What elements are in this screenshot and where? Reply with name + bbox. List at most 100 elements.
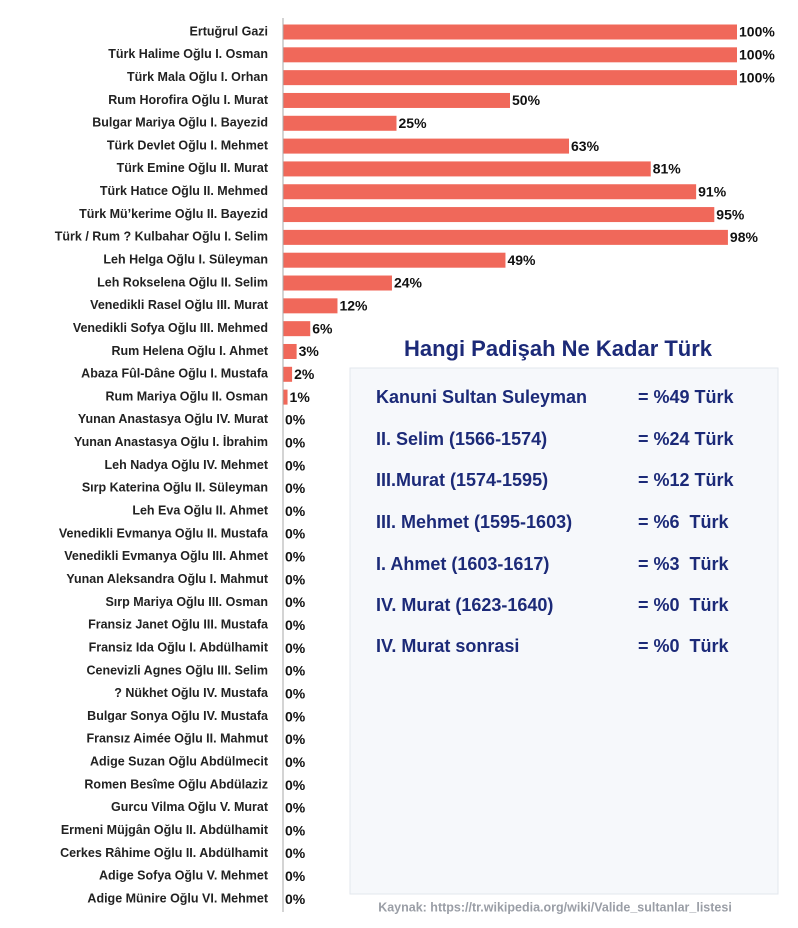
inset-row-value: = %49 Türk	[638, 387, 735, 407]
value-label: 0%	[285, 663, 306, 679]
category-label: Ertuğrul Gazi	[190, 24, 268, 38]
inset-row-value: = %0 Türk	[638, 636, 730, 656]
category-label: Fransiz Ida Oğlu I. Abdülhamit	[89, 640, 269, 654]
category-label: Türk Halime Oğlu I. Osman	[108, 47, 268, 61]
category-label: Rum Mariya Oğlu II. Osman	[105, 389, 268, 403]
value-label: 81%	[653, 161, 682, 177]
value-label: 25%	[399, 115, 428, 131]
category-label: Yunan Anastasya Oğlu I. İbrahim	[74, 434, 268, 449]
category-label: Cenevizli Agnes Oğlu III. Selim	[86, 663, 268, 677]
category-label: Türk Mala Oğlu I. Orhan	[127, 70, 268, 84]
bar	[283, 138, 570, 154]
value-label: 24%	[394, 275, 423, 291]
value-label: 100%	[739, 47, 775, 63]
inset-row-value: = %24 Türk	[638, 429, 735, 449]
inset-box	[349, 367, 779, 895]
value-label: 100%	[739, 24, 775, 40]
category-label: Ermeni Müjgân Oğlu II. Abdülhamit	[61, 823, 269, 837]
category-label: Venedikli Sofya Oğlu III. Mehmed	[73, 321, 268, 335]
bar	[283, 252, 506, 268]
value-label: 0%	[285, 685, 306, 701]
inset-row-name: IV. Murat sonrasi	[376, 636, 519, 656]
value-label: 0%	[285, 571, 306, 587]
category-label: Rum Horofira Oğlu I. Murat	[108, 93, 269, 107]
category-label: Gurcu Vilma Oğlu V. Murat	[111, 800, 269, 814]
value-label: 98%	[730, 229, 759, 245]
category-label: Adige Suzan Oğlu Abdülmecit	[90, 755, 269, 769]
inset-row-name: II. Selim (1566-1574)	[376, 429, 547, 449]
category-label: Leh Nadya Oğlu IV. Mehmet	[105, 458, 269, 472]
value-label: 0%	[285, 891, 306, 907]
category-label: Türk / Rum ? Kulbahar Oğlu I. Selim	[55, 230, 268, 244]
bar	[283, 366, 293, 382]
value-label: 1%	[290, 389, 311, 405]
inset-row-value: = %6 Türk	[638, 512, 730, 532]
category-label: Bulgar Sonya Oğlu IV. Mustafa	[87, 709, 269, 723]
category-label: Rum Helena Oğlu I. Ahmet	[111, 344, 268, 358]
category-label: Türk Mü’kerime Oğlu II. Bayezid	[79, 207, 268, 221]
inset-row-value: = %12 Türk	[638, 470, 735, 490]
value-label: 0%	[285, 617, 306, 633]
bar	[283, 229, 728, 245]
category-label: Leh Rokselena Oğlu II. Selim	[97, 275, 268, 289]
value-label: 63%	[571, 138, 600, 154]
category-label: Yunan Anastasya Oğlu IV. Murat	[78, 412, 269, 426]
value-label: 50%	[512, 92, 541, 108]
category-label: Cerkes Râhime Oğlu II. Abdülhamit	[60, 846, 269, 860]
value-label: 0%	[285, 503, 306, 519]
value-label: 0%	[285, 480, 306, 496]
bar	[283, 389, 288, 405]
category-label: Fransız Aimée Oğlu II. Mahmut	[86, 732, 268, 746]
category-label: Türk Hatıce Oğlu II. Mehmed	[100, 184, 268, 198]
category-label: Leh Helga Oğlu I. Süleyman	[103, 252, 268, 266]
value-label: 0%	[285, 708, 306, 724]
category-label: Fransiz Janet Oğlu III. Mustafa	[88, 618, 269, 632]
bar	[283, 92, 510, 108]
value-label: 0%	[285, 434, 306, 450]
category-label: Abaza Fûl-Dâne Oğlu I. Mustafa	[81, 367, 269, 381]
value-label: 0%	[285, 594, 306, 610]
inset-row-name: Kanuni Sultan Suleyman	[376, 387, 587, 407]
inset-row-value: = %0 Türk	[638, 595, 730, 615]
bar	[283, 298, 338, 314]
inset-row-name: I. Ahmet (1603-1617)	[376, 554, 549, 574]
value-label: 95%	[716, 206, 745, 222]
category-label: Türk Devlet Oğlu I. Mehmet	[107, 138, 269, 152]
category-label: Venedikli Evmanya Oğlu III. Ahmet	[64, 549, 269, 563]
value-label: 0%	[285, 731, 306, 747]
value-label: 0%	[285, 412, 306, 428]
category-label: Yunan Aleksandra Oğlu I. Mahmut	[66, 572, 268, 586]
value-label: 91%	[698, 183, 727, 199]
category-label: Romen Besîme Oğlu Abdülaziz	[84, 777, 268, 791]
value-label: 12%	[339, 298, 368, 314]
bar	[283, 47, 737, 63]
bar	[283, 275, 392, 291]
value-label: 0%	[285, 800, 306, 816]
value-label: 2%	[294, 366, 315, 382]
value-label: 0%	[285, 640, 306, 656]
value-label: 0%	[285, 754, 306, 770]
bar	[283, 207, 715, 223]
value-label: 0%	[285, 526, 306, 542]
value-label: 0%	[285, 845, 306, 861]
value-label: 3%	[299, 343, 320, 359]
bar	[283, 70, 737, 86]
value-label: 0%	[285, 457, 306, 473]
source: Kaynak: https://tr.wikipedia.org/wiki/Va…	[378, 900, 732, 914]
category-label: ? Nükhet Oğlu IV. Mustafa	[114, 686, 269, 700]
inset-row-name: III. Mehmet (1595-1603)	[376, 512, 572, 532]
category-label: Bulgar Mariya Oğlu I. Bayezid	[92, 116, 268, 130]
inset-row-name: IV. Murat (1623-1640)	[376, 595, 553, 615]
bar	[283, 343, 297, 359]
category-label: Adige Münire Oğlu VI. Mehmet	[87, 891, 268, 905]
value-label: 0%	[285, 549, 306, 565]
value-label: 0%	[285, 822, 306, 838]
category-label: Sırp Mariya Oğlu III. Osman	[105, 595, 268, 609]
value-label: 49%	[507, 252, 536, 268]
category-label: Leh Eva Oğlu II. Ahmet	[132, 504, 269, 518]
inset-row-name: III.Murat (1574-1595)	[376, 470, 548, 490]
bar	[283, 184, 697, 200]
inset-title: Hangi Padişah Ne Kadar Türk	[404, 336, 713, 361]
inset-row-value: = %3 Türk	[638, 554, 730, 574]
